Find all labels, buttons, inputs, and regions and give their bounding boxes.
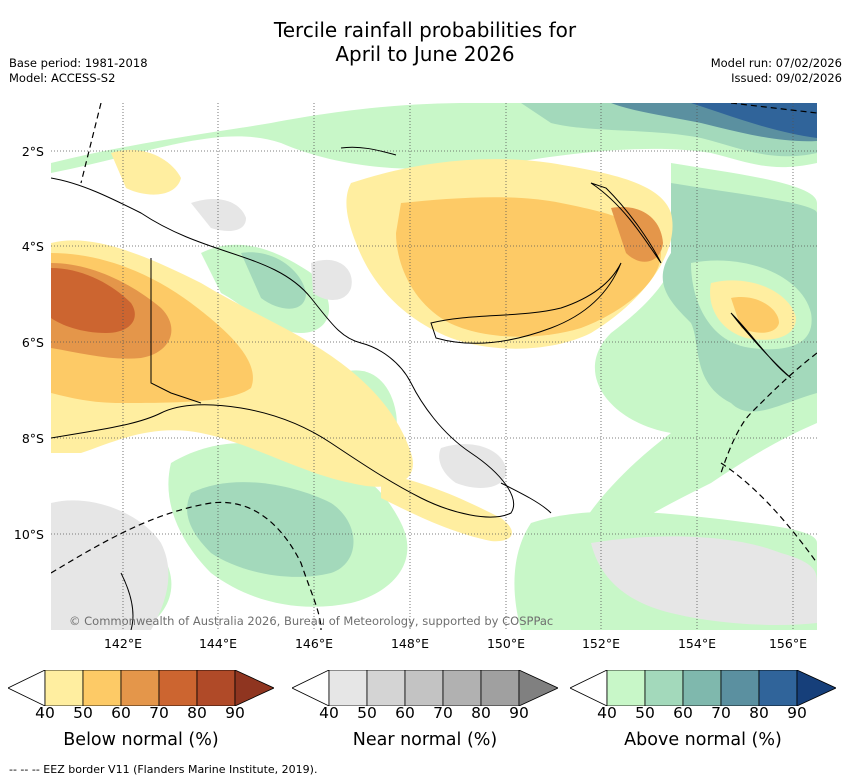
model-name: Model: ACCESS-S2 (9, 71, 116, 85)
coastlines (51, 146, 792, 630)
below-normal-tick: 80 (187, 704, 207, 722)
near-normal-tick: 70 (433, 704, 453, 722)
near-normal-tick: 80 (471, 704, 491, 722)
above-normal-swatch-5 (758, 669, 798, 707)
near-normal-tick: 40 (319, 704, 339, 722)
above-normal-swatch-3 (682, 669, 722, 707)
png-mainland-coast (51, 177, 515, 518)
below-normal-tick: 50 (73, 704, 93, 722)
lon-label-152e: 152°E (581, 636, 620, 651)
issued-date: Issued: 09/02/2026 (731, 71, 842, 85)
above-normal-tick: 50 (635, 704, 655, 722)
below-normal-swatch-3 (120, 669, 160, 707)
below-normal-colorbar (7, 669, 275, 707)
below-normal-swatch-5 (196, 669, 236, 707)
near-normal-tick: 60 (395, 704, 415, 722)
below-normal-over-triangle (234, 669, 275, 707)
lat-label-8s: 8°S (21, 431, 44, 446)
lon-label-154e: 154°E (677, 636, 716, 651)
below-normal-east-island-orange (731, 297, 779, 333)
near-normal-ticks: 40 50 60 70 80 90 (292, 704, 558, 724)
above-normal-over-triangle (796, 669, 837, 707)
below-normal-tick: 60 (111, 704, 131, 722)
below-normal-swatch-1 (44, 669, 84, 707)
meta-right: Model run: 07/02/2026 Issued: 09/02/2026 (711, 56, 842, 86)
model-run: Model run: 07/02/2026 (710, 56, 842, 70)
above-normal-swatch-2 (644, 669, 684, 707)
near-normal-swatch-4 (442, 669, 482, 707)
near-normal-center (311, 259, 352, 300)
above-normal-north-navy (691, 103, 817, 138)
map-title: Tercile rainfall probabilities for April… (0, 18, 850, 66)
below-normal-title: Below normal (%) (63, 730, 219, 750)
lon-label-146e: 146°E (294, 636, 333, 651)
below-normal-north-dark (611, 207, 663, 262)
title-line-1: Tercile rainfall probabilities for (273, 18, 577, 42)
near-normal-tick: 90 (509, 704, 529, 722)
copyright-text: © Commonwealth of Australia 2026, Bureau… (69, 614, 553, 628)
above-normal-tick: 70 (711, 704, 731, 722)
png-border (150, 258, 202, 404)
below-normal-regions (51, 149, 796, 542)
lon-label-150e: 150°E (486, 636, 525, 651)
below-normal-tick: 40 (35, 704, 55, 722)
above-normal-swatch-4 (720, 669, 760, 707)
papuan-islands (500, 482, 552, 514)
above-normal-colorbar (569, 669, 837, 707)
near-normal-north (191, 198, 246, 231)
lon-label-142e: 142°E (103, 636, 142, 651)
below-normal-south-strip (381, 473, 512, 542)
eez-borders (51, 103, 817, 630)
new-ireland-coast (590, 182, 662, 264)
above-normal-png-west-teal (241, 252, 306, 309)
lat-label-2s: 2°S (21, 144, 44, 159)
below-normal-swatch-4 (158, 669, 198, 707)
near-normal-mid (439, 444, 507, 488)
bougainville-coast (730, 312, 792, 379)
above-normal-tick: 90 (787, 704, 807, 722)
eez-footnote: -- -- -- EEZ border V11 (Flanders Marine… (9, 763, 318, 776)
below-normal-nw-patch (111, 149, 181, 195)
base-period: Base period: 1981-2018 (9, 56, 148, 70)
map-panel: © Commonwealth of Australia 2026, Bureau… (51, 103, 817, 630)
below-normal-ticks: 40 50 60 70 80 90 (8, 704, 274, 724)
manus-coast (340, 146, 397, 156)
below-normal-tick: 70 (149, 704, 169, 722)
above-normal-under-triangle (569, 669, 608, 707)
lat-label-10s: 10°S (13, 527, 44, 542)
near-normal-sw (51, 500, 169, 630)
below-normal-west-darker (51, 268, 135, 333)
title-line-2: April to June 2026 (335, 42, 515, 66)
lat-label-6s: 6°S (21, 335, 44, 350)
lon-label-148e: 148°E (390, 636, 429, 651)
map-canvas: © Commonwealth of Australia 2026, Bureau… (51, 103, 817, 630)
near-normal-colorbar (291, 669, 559, 707)
new-britain-coast (430, 262, 622, 344)
near-normal-swatch-5 (480, 669, 520, 707)
below-normal-swatch-2 (82, 669, 122, 707)
above-normal-swatch-1 (606, 669, 646, 707)
above-normal-title: Above normal (%) (624, 730, 782, 750)
near-normal-tick: 50 (357, 704, 377, 722)
near-normal-over-triangle (518, 669, 559, 707)
near-normal-swatch-3 (404, 669, 444, 707)
near-normal-under-triangle (291, 669, 330, 707)
below-normal-under-triangle (7, 669, 46, 707)
below-normal-tick: 90 (225, 704, 245, 722)
near-normal-swatch-2 (366, 669, 406, 707)
near-normal-title: Near normal (%) (352, 730, 498, 750)
above-normal-tick: 80 (749, 704, 769, 722)
near-normal-regions (51, 198, 817, 630)
lon-label-144e: 144°E (198, 636, 237, 651)
above-normal-ticks: 40 50 60 70 80 90 (570, 704, 836, 724)
above-normal-tick: 40 (597, 704, 617, 722)
meta-left: Base period: 1981-2018 Model: ACCESS-S2 (9, 56, 148, 86)
near-normal-se (591, 536, 817, 625)
above-normal-tick: 60 (673, 704, 693, 722)
above-normal-south-teal (187, 482, 354, 577)
lon-label-156e: 156°E (768, 636, 807, 651)
near-normal-swatch-1 (328, 669, 368, 707)
lat-label-4s: 4°S (21, 239, 44, 254)
torres-coast (120, 572, 134, 630)
